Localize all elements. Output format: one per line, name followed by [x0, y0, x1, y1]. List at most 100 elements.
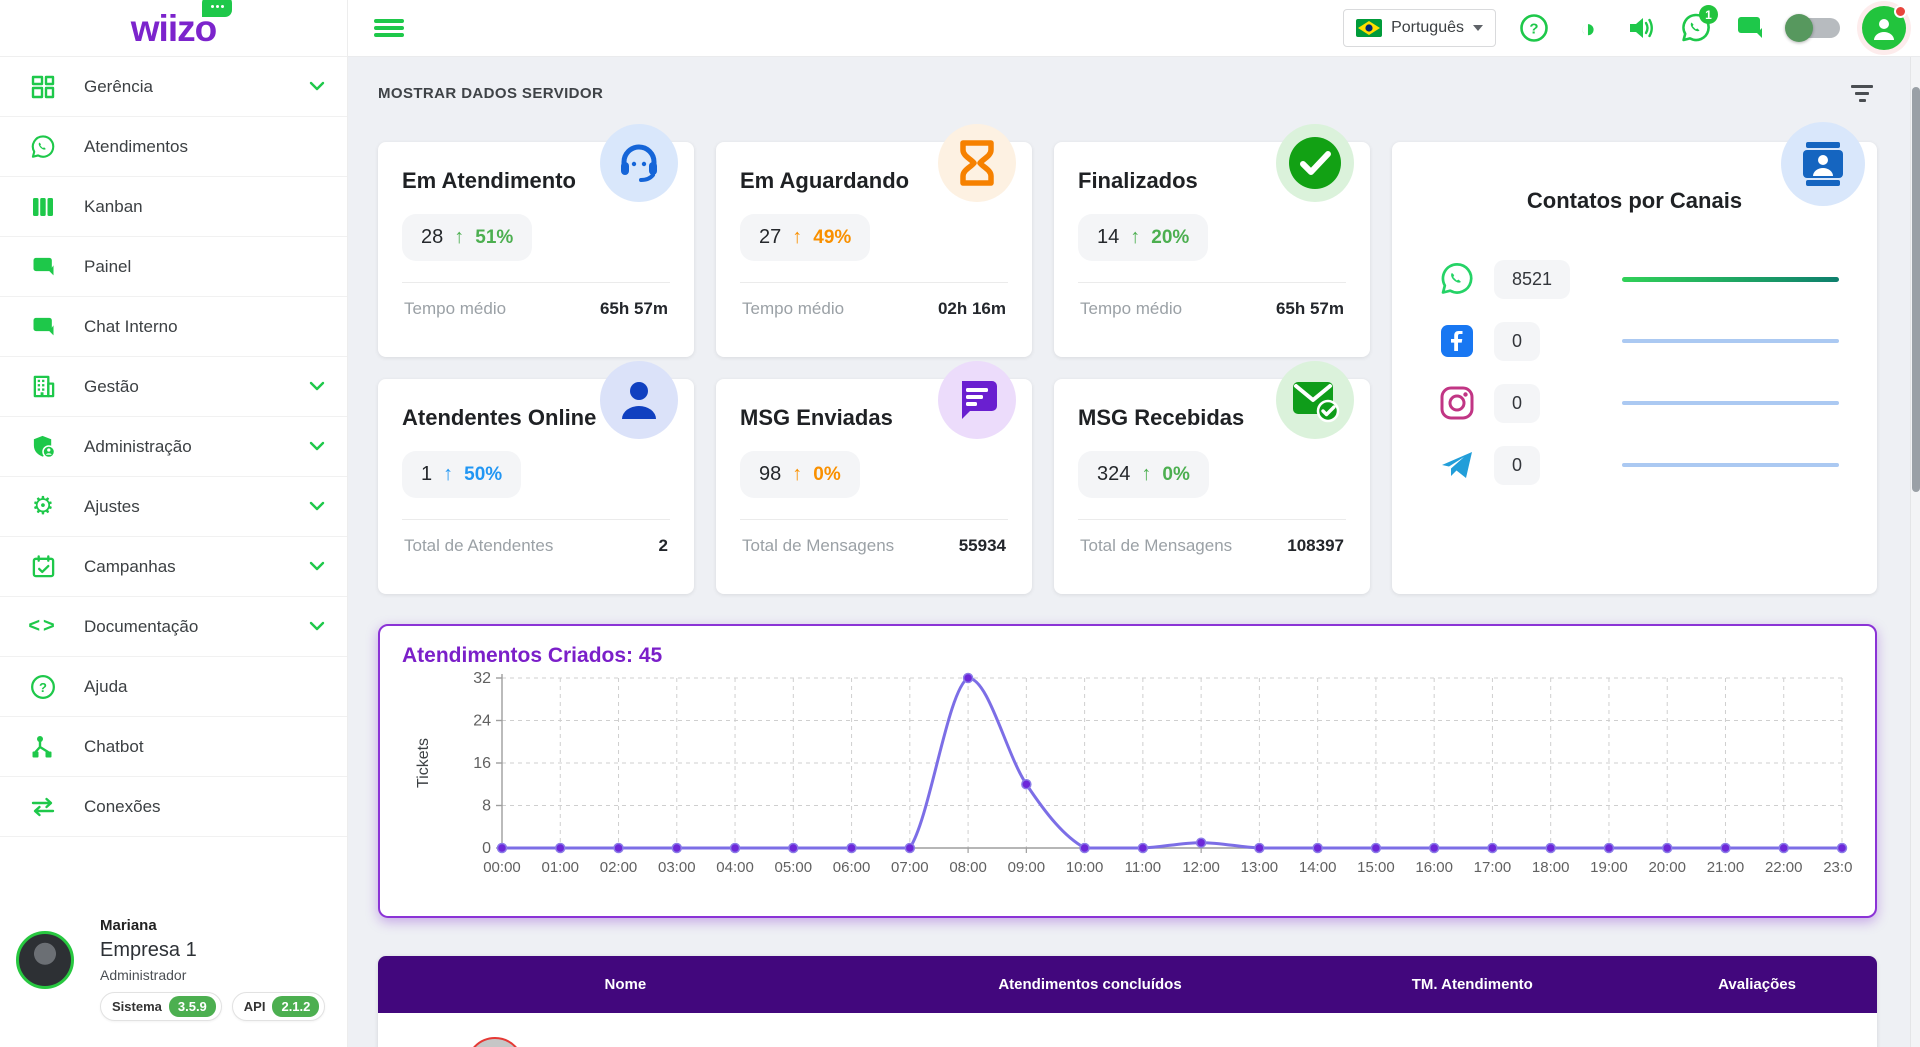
brand-logo[interactable]: wiizo [131, 10, 216, 47]
tickets-line-chart: 0816243200:0001:0002:0003:0004:0005:0006… [402, 668, 1852, 900]
mail-check-icon [1276, 361, 1354, 439]
sidebar-item-campanhas[interactable]: Campanhas [0, 537, 347, 597]
sidebar-item-label: Conexões [84, 797, 161, 817]
svg-text:09:00: 09:00 [1008, 859, 1046, 876]
stats-grid: Em Atendimento28↑51%Tempo médio65h 57mEm… [378, 142, 1877, 594]
person-icon [1871, 15, 1897, 41]
headset-icon [600, 124, 678, 202]
stat-trend: 0% [1162, 464, 1189, 486]
brightness-icon: ◑ [1580, 15, 1596, 41]
status-toggle[interactable] [1788, 18, 1840, 38]
stat-value: 27 [759, 226, 781, 249]
message-icon [938, 361, 1016, 439]
logo-chat-bubble-icon [202, 0, 232, 17]
sidebar-item-administracao[interactable]: Administração [0, 417, 347, 477]
sidebar-item-gerencia[interactable]: Gerência [0, 57, 347, 117]
svg-text:01:00: 01:00 [541, 859, 579, 876]
sidebar-item-documentacao[interactable]: <> Documentação [0, 597, 347, 657]
chevron-down-icon [1473, 25, 1483, 31]
stat-footer-value: 2 [659, 536, 668, 556]
channel-row-whatsapp: 8521 [1438, 248, 1839, 310]
sidebar-item-label: Administração [84, 437, 192, 457]
stat-value: 324 [1097, 463, 1130, 486]
chat-icon [28, 315, 58, 339]
channel-count: 0 [1494, 322, 1540, 361]
sidebar-item-label: Campanhas [84, 557, 176, 577]
language-selector[interactable]: Português [1343, 9, 1496, 47]
sidebar-item-label: Documentação [84, 617, 198, 637]
user-block[interactable]: Mariana Empresa 1 Administrador Sistema3… [0, 917, 348, 1021]
notification-badge: 1 [1699, 5, 1718, 24]
svg-text:13:00: 13:00 [1241, 859, 1279, 876]
scrollbar [1910, 57, 1920, 1047]
help-icon: ? [1519, 13, 1549, 43]
svg-text:0: 0 [482, 840, 491, 857]
stat-card-finalizados: Finalizados14↑20%Tempo médio65h 57m [1054, 142, 1370, 357]
table-header-atendimentos: Atendimentos concluídos [873, 976, 1308, 993]
svg-text:05:00: 05:00 [775, 859, 813, 876]
code-icon: <> [28, 615, 58, 638]
hourglass-icon [938, 124, 1016, 202]
instagram-icon [1438, 386, 1476, 420]
sidebar-item-chat-interno[interactable]: Chat Interno [0, 297, 347, 357]
chevron-down-icon [309, 378, 325, 396]
sidebar-item-painel[interactable]: Painel [0, 237, 347, 297]
stat-footer-value: 02h 16m [938, 299, 1006, 319]
stat-footer-value: 55934 [959, 536, 1006, 556]
table-header-tm: TM. Atendimento [1307, 976, 1637, 993]
stat-footer-label: Total de Mensagens [742, 536, 894, 556]
stat-trend: 49% [813, 227, 851, 249]
sidebar-item-label: Atendimentos [84, 137, 188, 157]
svg-text:?: ? [1529, 21, 1538, 38]
trend-up-arrow-icon: ↑ [1130, 226, 1140, 249]
svg-text:23:00: 23:00 [1823, 859, 1852, 876]
sidebar-item-atendimentos[interactable]: Atendimentos [0, 117, 347, 177]
sidebar-item-ajustes[interactable]: ⚙Ajustes [0, 477, 347, 537]
svg-text:32: 32 [473, 670, 491, 687]
svg-text:22:00: 22:00 [1765, 859, 1803, 876]
chart-title: Atendimentos Criados: 45 [402, 644, 1853, 668]
menu-toggle-button[interactable] [374, 16, 404, 40]
scrollbar-thumb[interactable] [1912, 87, 1920, 492]
svg-text:03:00: 03:00 [658, 859, 696, 876]
trend-up-arrow-icon: ↑ [454, 226, 464, 249]
sidebar-item-label: Chat Interno [84, 317, 178, 337]
contacts-panel: Contatos por Canais 8521000 [1392, 142, 1877, 594]
sound-button[interactable] [1626, 12, 1658, 44]
sidebar-item-kanban[interactable]: Kanban [0, 177, 347, 237]
sidebar-item-label: Ajuda [84, 677, 127, 697]
chat-icon [1735, 14, 1765, 42]
svg-text:15:00: 15:00 [1357, 859, 1395, 876]
stat-card-msg-enviadas: MSG Enviadas98↑0%Total de Mensagens55934 [716, 379, 1032, 594]
channel-bar [1622, 339, 1839, 343]
agent-avatar [466, 1037, 524, 1047]
stat-trend: 51% [475, 227, 513, 249]
whatsapp-notifications-button[interactable]: 1 [1680, 12, 1712, 44]
help-button[interactable]: ? [1518, 12, 1550, 44]
sidebar: wiizo Gerência Atendimentos KanbanPainel Ch… [0, 0, 348, 1047]
facebook-icon [1438, 325, 1476, 357]
sidebar-item-ajuda[interactable]: ?Ajuda [0, 657, 347, 717]
sidebar-item-conexoes[interactable]: Conexões [0, 777, 347, 837]
svg-text:8: 8 [482, 798, 491, 815]
stat-trend: 0% [813, 464, 840, 486]
internal-chat-button[interactable] [1734, 12, 1766, 44]
channel-count: 0 [1494, 384, 1540, 423]
table-row[interactable]: ☆ ☆ ☆ [378, 1013, 1877, 1047]
profile-button[interactable] [1862, 6, 1906, 50]
sidebar-item-chatbot[interactable]: Chatbot [0, 717, 347, 777]
stat-chip: 28↑51% [402, 214, 532, 261]
filter-button[interactable] [1847, 81, 1877, 106]
stat-footer-value: 108397 [1287, 536, 1344, 556]
user-role: Administrador [100, 967, 325, 983]
svg-text:10:00: 10:00 [1066, 859, 1104, 876]
brazil-flag-icon [1356, 19, 1382, 37]
stat-chip: 324↑0% [1078, 451, 1209, 498]
sidebar-menu: Gerência Atendimentos KanbanPainel Chat Int… [0, 57, 347, 837]
theme-toggle-button[interactable]: ◑ [1572, 12, 1604, 44]
language-label: Português [1391, 19, 1464, 37]
sidebar-item-gestao[interactable]: Gestão [0, 357, 347, 417]
api-version-badge: API2.1.2 [232, 992, 326, 1021]
channel-bar [1622, 463, 1839, 467]
svg-text:16:00: 16:00 [1415, 859, 1453, 876]
